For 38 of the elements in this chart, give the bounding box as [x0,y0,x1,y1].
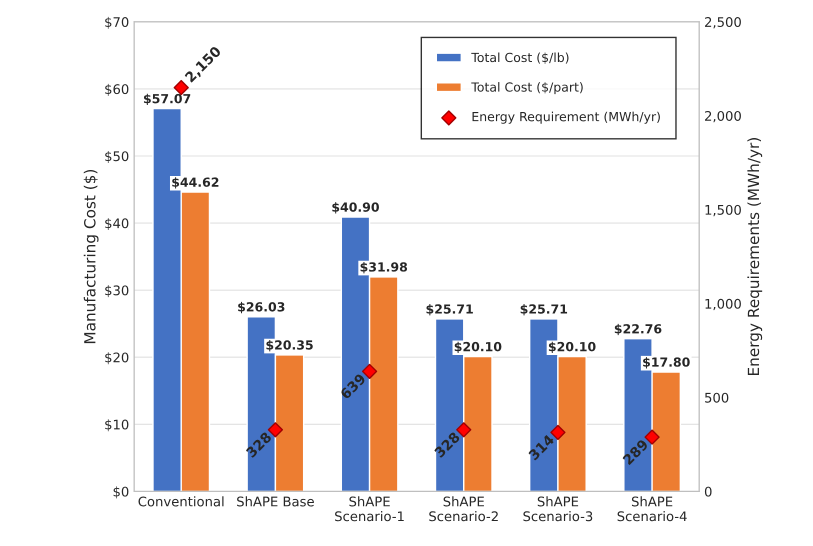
y2-tick-label: 1,000 [705,298,741,310]
y2-axis-title: Energy Requirements (MWh/yr) [747,138,762,376]
data-label: $44.62 [172,177,218,189]
data-label: $31.98 [360,262,408,274]
data-label: $17.80 [643,357,690,368]
y2-tick-label: 1,500 [705,204,741,216]
y-tick-label: $10 [105,419,128,432]
x-tick-label: ShAPE Scenario-4 [618,496,687,522]
y-tick-label: $50 [105,150,128,163]
data-label: $57.07 [144,94,190,106]
data-label: $25.71 [520,304,568,316]
data-label: 639 [340,372,366,400]
data-label: $40.90 [332,202,379,214]
data-label: $25.71 [426,304,473,316]
data-label: $26.03 [238,302,284,314]
data-label: $22.76 [614,324,662,336]
x-tick-label: ShAPE Scenario-3 [523,496,592,522]
data-label: $20.35 [266,340,313,352]
x-tick-label: ShAPE Scenario-2 [429,496,498,522]
data-label: $20.10 [548,342,596,354]
legend-label: Total Cost ($/part) [471,82,583,94]
y-tick-label: $0 [114,486,128,498]
y-axis-title: Manufacturing Cost ($) [84,170,99,344]
y-tick-label: $40 [105,218,128,230]
y2-tick-label: 0 [704,486,712,497]
y-tick-label: $30 [105,285,128,298]
y2-tick-label: 500 [705,392,728,403]
legend-label: Total Cost ($/lb) [471,52,568,64]
y2-tick-label: 2,000 [705,110,741,122]
legend-label: Energy Requirement (MWh/yr) [472,112,660,124]
data-label: $20.10 [454,342,502,354]
x-tick-label: ShAPE Scenario-1 [335,496,404,522]
y-tick-label: $60 [105,84,128,96]
x-tick-label: Conventional [138,496,224,506]
y2-tick-label: 2,500 [705,17,741,28]
y-tick-label: $20 [105,352,128,364]
y-tick-label: $70 [105,16,128,29]
x-tick-label: ShAPE Base [237,496,314,506]
